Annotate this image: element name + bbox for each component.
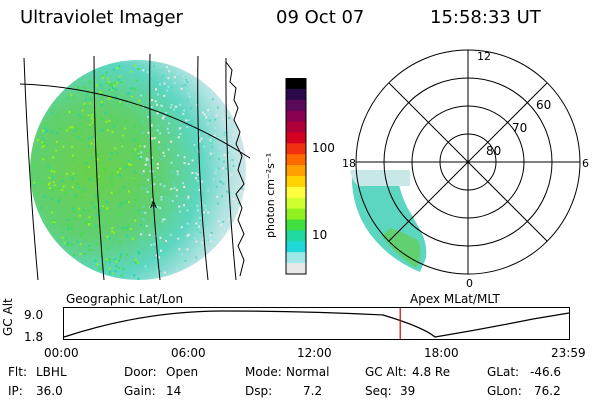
colorbar-gradient: [286, 78, 306, 275]
ip-label: IP:: [8, 384, 23, 398]
mode-value: Normal: [286, 365, 330, 379]
glat-label: GLat:: [487, 365, 520, 379]
altitude-axis-label: GC Alt: [1, 298, 15, 336]
dsp-label: Dsp:: [245, 384, 273, 398]
colorbar-band: [286, 230, 306, 242]
colorbar-band: [286, 143, 306, 155]
colorbar: photon cm⁻²s⁻¹: [264, 78, 307, 275]
polar-plot: 12 18 6 0 60 70 80: [342, 49, 589, 290]
dsp-value: 7.2: [303, 384, 323, 398]
colorbar-band: [286, 132, 306, 144]
mlt-label-6: 6: [582, 157, 589, 170]
time-tick-0000: 00:00: [44, 346, 79, 360]
colorbar-band: [286, 110, 306, 123]
aurora-coverage: [350, 170, 427, 272]
earth-disk: [30, 60, 246, 280]
time-tick-2359: 23:59: [551, 346, 586, 360]
door-value: Open: [166, 365, 199, 379]
colorbar-band: [286, 197, 306, 210]
polar-grid: [355, 49, 581, 275]
colorbar-band: [286, 176, 306, 188]
date-label: 09 Oct 07: [276, 7, 365, 28]
coastline: [225, 61, 245, 277]
altitude-tick-min: 1.8: [24, 330, 44, 344]
colorbar-band: [286, 219, 306, 231]
colorbar-band: [286, 154, 306, 166]
colorbar-band: [286, 88, 306, 101]
gain-label: Gain:: [124, 384, 156, 398]
mlat-label-60: 60: [536, 98, 551, 112]
time-tick-1200: 12:00: [297, 346, 332, 360]
altitude-plot: [63, 307, 570, 340]
time-tick-0600: 06:00: [171, 346, 206, 360]
speckle-noise: [32, 64, 244, 280]
colorbar-unit-label: photon cm⁻²s⁻¹: [264, 153, 277, 238]
colorbar-band: [286, 165, 306, 177]
mlat-label-80: 80: [486, 144, 501, 158]
colorbar-band: [286, 241, 306, 253]
colorbar-band: [286, 99, 306, 112]
gcalt-label: GC Alt:: [365, 365, 407, 379]
apex-caption: Apex MLat/MLT: [410, 292, 500, 306]
altitude-curve: [63, 310, 570, 338]
colorbar-band: [286, 252, 306, 264]
ip-value: 36.0: [36, 384, 63, 398]
mlat-label-70: 70: [512, 121, 527, 135]
colorbar-band: [286, 263, 306, 275]
colorbar-band: [286, 186, 306, 199]
mlt-label-12: 12: [477, 50, 491, 63]
mode-label: Mode:: [245, 365, 282, 379]
glon-value: 76.2: [534, 384, 561, 398]
mlt-label-0: 0: [466, 277, 473, 290]
time-tick-1800: 18:00: [424, 346, 459, 360]
altitude-tick-max: 9.0: [24, 308, 44, 322]
gain-value: 14: [166, 384, 182, 398]
colorbar-band: [286, 78, 306, 90]
filter-value: LBHL: [36, 365, 67, 379]
glat-value: -46.6: [530, 365, 562, 379]
instrument-title: Ultraviolet Imager: [20, 7, 183, 28]
colorbar-band: [286, 208, 306, 221]
seq-label: Seq:: [365, 384, 392, 398]
time-label: 15:58:33 UT: [430, 7, 541, 28]
door-label: Door:: [124, 365, 157, 379]
filter-label: Flt:: [8, 365, 27, 379]
lat-lon-grid: [20, 53, 251, 281]
geographic-image-panel: A: [20, 53, 251, 281]
mlt-label-18: 18: [342, 157, 356, 170]
glon-label: GLon:: [487, 384, 522, 398]
gcalt-value: 4.8 Re: [412, 365, 451, 379]
location-marker: A: [150, 200, 157, 211]
geographic-caption: Geographic Lat/Lon: [66, 292, 184, 306]
seq-value: 39: [400, 384, 416, 398]
colorbar-band: [286, 121, 306, 133]
colorbar-tick-10: 10: [312, 228, 328, 242]
colorbar-tick-100: 100: [312, 141, 335, 155]
